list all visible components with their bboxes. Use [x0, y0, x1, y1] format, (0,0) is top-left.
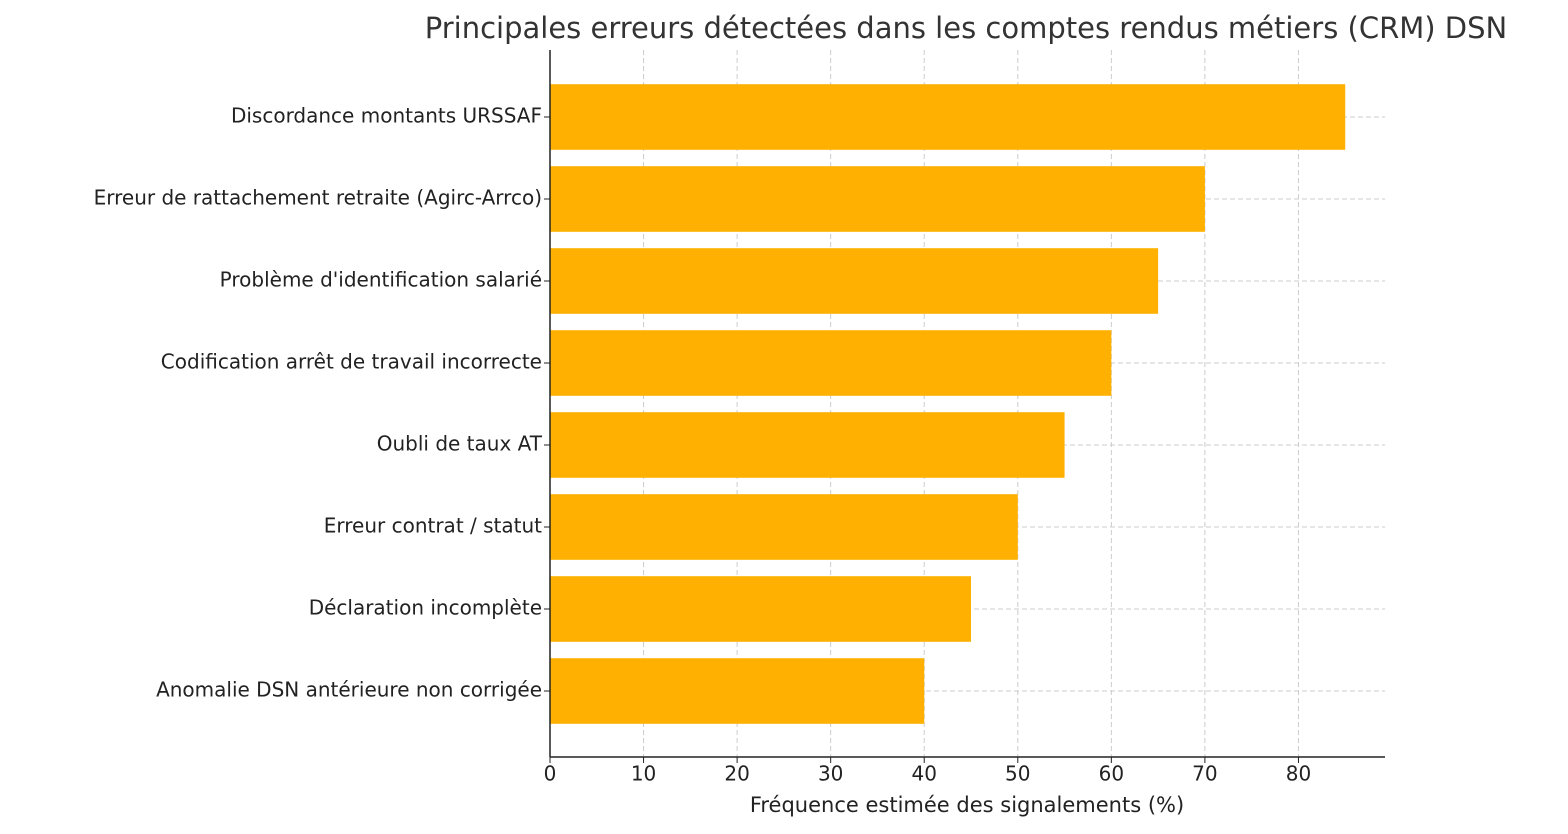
y-tick-label: Anomalie DSN antérieure non corrigée [156, 678, 542, 702]
y-tick-label: Erreur contrat / statut [324, 514, 542, 538]
bar [550, 84, 1346, 150]
y-tick-label: Erreur de rattachement retraite (Agirc-A… [94, 186, 542, 210]
chart-title: Principales erreurs détectées dans les c… [425, 11, 1507, 45]
x-tick-label: 40 [912, 762, 937, 786]
bar [550, 576, 972, 642]
x-tick-label: 70 [1192, 762, 1217, 786]
bar [550, 494, 1018, 560]
x-tick-label: 30 [818, 762, 843, 786]
bar [550, 412, 1065, 478]
x-tick-label: 20 [724, 762, 749, 786]
bar [550, 166, 1205, 232]
bar [550, 658, 925, 724]
bar [550, 330, 1112, 396]
y-tick-label: Codification arrêt de travail incorrecte [161, 350, 542, 374]
x-tick-label: 0 [544, 762, 557, 786]
x-tick-label: 50 [1005, 762, 1030, 786]
y-tick-label: Oubli de taux AT [377, 432, 543, 456]
x-tick-label: 10 [631, 762, 656, 786]
y-tick-label: Déclaration incomplète [309, 596, 542, 620]
y-tick-label: Discordance montants URSSAF [231, 104, 542, 128]
x-tick-label: 80 [1286, 762, 1311, 786]
y-tick-label: Problème d'identification salarié [220, 268, 542, 292]
x-tick-label: 60 [1099, 762, 1124, 786]
x-axis-label: Fréquence estimée des signalements (%) [750, 793, 1184, 817]
bar [550, 248, 1159, 314]
